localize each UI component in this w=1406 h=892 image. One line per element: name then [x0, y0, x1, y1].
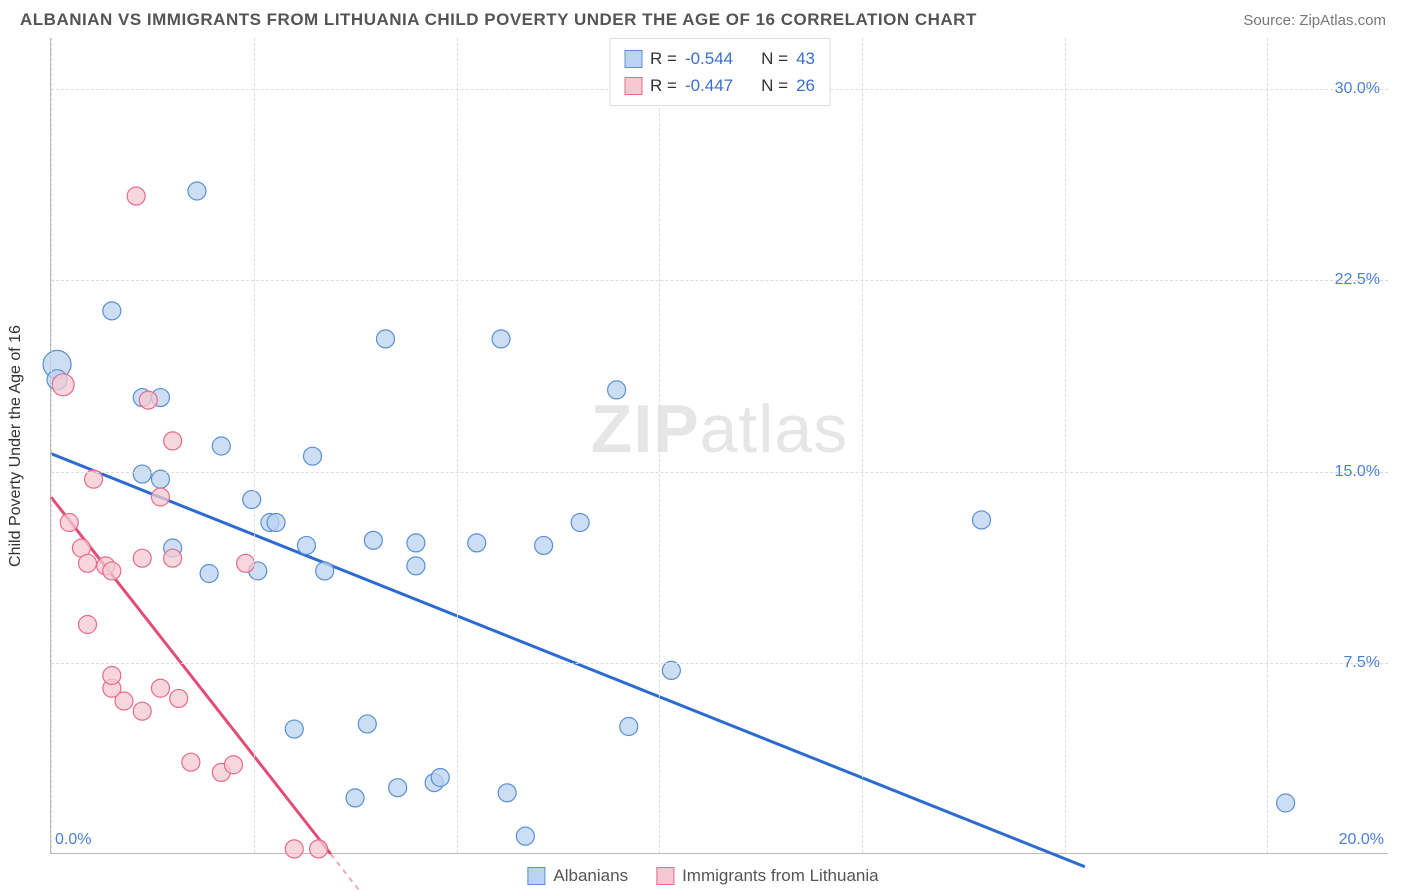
data-point-albanians[interactable] [316, 562, 334, 580]
source-label: Source: [1243, 12, 1299, 29]
x-tick-label: 20.0% [1339, 831, 1384, 849]
gridline-v [659, 38, 660, 853]
r-label: R = [650, 45, 677, 72]
data-point-lithuania[interactable] [224, 756, 242, 774]
legend-swatch [624, 77, 642, 95]
scatter-svg [51, 38, 1388, 853]
data-point-albanians[interactable] [151, 470, 169, 488]
source-name: ZipAtlas.com [1299, 12, 1386, 29]
legend-item-albanians[interactable]: Albanians [527, 866, 628, 886]
legend-item-lithuania[interactable]: Immigrants from Lithuania [656, 866, 879, 886]
data-point-lithuania[interactable] [170, 689, 188, 707]
data-point-albanians[interactable] [285, 720, 303, 738]
source-attribution: Source: ZipAtlas.com [1243, 12, 1386, 29]
data-point-lithuania[interactable] [151, 488, 169, 506]
r-label: R = [650, 72, 677, 99]
data-point-lithuania[interactable] [103, 667, 121, 685]
n-label: N = [761, 45, 788, 72]
data-point-albanians[interactable] [620, 718, 638, 736]
y-tick-label: 22.5% [1335, 271, 1380, 289]
r-value: -0.447 [685, 72, 733, 99]
data-point-albanians[interactable] [571, 514, 589, 532]
data-point-lithuania[interactable] [133, 549, 151, 567]
y-tick-label: 15.0% [1335, 463, 1380, 481]
data-point-albanians[interactable] [200, 565, 218, 583]
legend-swatch [624, 50, 642, 68]
data-point-albanians[interactable] [516, 827, 534, 845]
data-point-lithuania[interactable] [151, 679, 169, 697]
data-point-albanians[interactable] [468, 534, 486, 552]
n-label: N = [761, 72, 788, 99]
data-point-albanians[interactable] [1277, 794, 1295, 812]
trend-line-dash-lithuania [331, 854, 447, 892]
legend-label: Immigrants from Lithuania [682, 866, 879, 886]
data-point-lithuania[interactable] [237, 554, 255, 572]
r-value: -0.544 [685, 45, 733, 72]
data-point-albanians[interactable] [212, 437, 230, 455]
data-point-albanians[interactable] [431, 769, 449, 787]
gridline-v [1065, 38, 1066, 853]
chart-plot-area: ZIPatlas R =-0.544N =43R =-0.447N =26 7.… [50, 38, 1388, 854]
series-legend: Albanians Immigrants from Lithuania [527, 866, 878, 886]
gridline-v [862, 38, 863, 853]
y-axis-title: Child Poverty Under the Age of 16 [7, 325, 25, 567]
data-point-lithuania[interactable] [139, 391, 157, 409]
data-point-albanians[interactable] [267, 514, 285, 532]
data-point-albanians[interactable] [498, 784, 516, 802]
data-point-lithuania[interactable] [78, 554, 96, 572]
data-point-lithuania[interactable] [164, 549, 182, 567]
trend-line-albanians [51, 454, 1085, 867]
data-point-albanians[interactable] [243, 491, 261, 509]
gridline-h [51, 472, 1388, 473]
data-point-albanians[interactable] [364, 531, 382, 549]
chart-title: ALBANIAN VS IMMIGRANTS FROM LITHUANIA CH… [20, 10, 977, 30]
n-value: 26 [796, 72, 815, 99]
data-point-lithuania[interactable] [52, 374, 74, 396]
data-point-albanians[interactable] [608, 381, 626, 399]
gridline-v [51, 38, 52, 853]
corr-legend-row-albanians: R = -0.544 N = 43 [624, 45, 815, 72]
data-point-albanians[interactable] [358, 715, 376, 733]
data-point-lithuania[interactable] [133, 702, 151, 720]
data-point-lithuania[interactable] [182, 753, 200, 771]
corr-legend-row-lithuania: R = -0.447 N = 26 [624, 72, 815, 99]
data-point-albanians[interactable] [304, 447, 322, 465]
data-point-albanians[interactable] [133, 465, 151, 483]
data-point-albanians[interactable] [346, 789, 364, 807]
data-point-albanians[interactable] [389, 779, 407, 797]
gridline-v [1267, 38, 1268, 853]
data-point-albanians[interactable] [188, 182, 206, 200]
data-point-albanians[interactable] [297, 536, 315, 554]
data-point-lithuania[interactable] [85, 470, 103, 488]
gridline-h [51, 280, 1388, 281]
data-point-lithuania[interactable] [285, 840, 303, 858]
n-value: 43 [796, 45, 815, 72]
data-point-lithuania[interactable] [78, 616, 96, 634]
data-point-albanians[interactable] [407, 557, 425, 575]
data-point-lithuania[interactable] [164, 432, 182, 450]
legend-label: Albanians [553, 866, 628, 886]
data-point-lithuania[interactable] [103, 562, 121, 580]
data-point-albanians[interactable] [662, 661, 680, 679]
y-tick-label: 30.0% [1335, 80, 1380, 98]
data-point-albanians[interactable] [103, 302, 121, 320]
data-point-albanians[interactable] [377, 330, 395, 348]
gridline-h [51, 663, 1388, 664]
data-point-albanians[interactable] [407, 534, 425, 552]
data-point-lithuania[interactable] [310, 840, 328, 858]
data-point-albanians[interactable] [973, 511, 991, 529]
gridline-v [254, 38, 255, 853]
data-point-lithuania[interactable] [60, 514, 78, 532]
correlation-legend: R = -0.544 N = 43 R = -0.447 N = 26 [609, 38, 830, 106]
trend-line-lithuania [51, 497, 331, 854]
gridline-v [457, 38, 458, 853]
y-tick-label: 7.5% [1344, 654, 1380, 672]
data-point-lithuania[interactable] [127, 187, 145, 205]
data-point-albanians[interactable] [535, 536, 553, 554]
x-tick-label: 0.0% [55, 831, 91, 849]
data-point-albanians[interactable] [492, 330, 510, 348]
legend-swatch [656, 867, 674, 885]
legend-swatch [527, 867, 545, 885]
data-point-lithuania[interactable] [115, 692, 133, 710]
